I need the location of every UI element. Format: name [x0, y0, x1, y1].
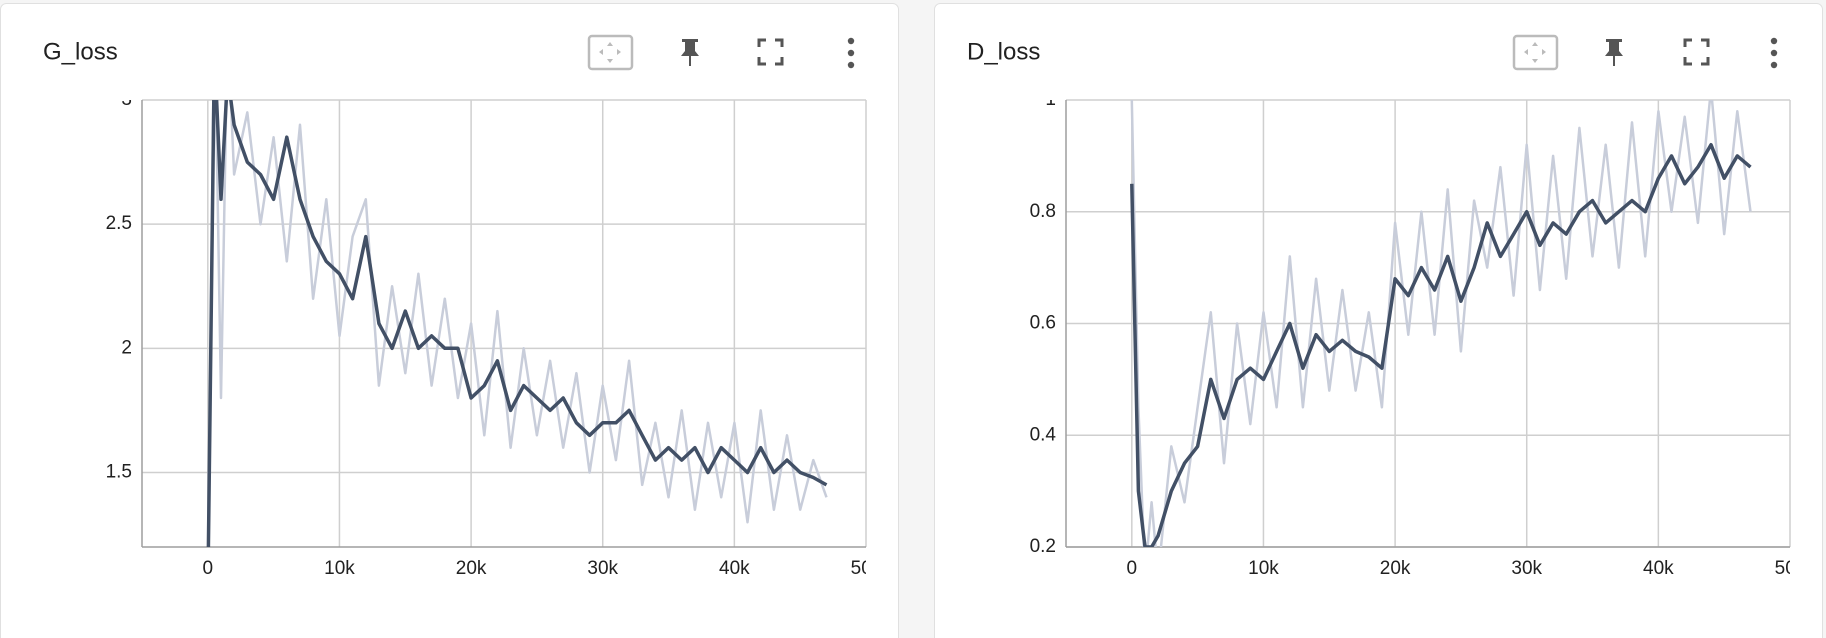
fit-domain-button[interactable]: [1512, 34, 1559, 71]
more-button[interactable]: [847, 37, 855, 69]
plot: [1130, 100, 1752, 547]
x-tick-label: 30k: [587, 558, 618, 579]
chart: 0.2 0.4 0.6 0.8 1 0 10k 20k 30k 40k 50k: [1030, 89, 1806, 579]
x-tick-label: 40k: [719, 558, 750, 579]
card: [934, 3, 1823, 638]
x-tick-label: 20k: [456, 558, 487, 579]
fullscreen-button[interactable]: [757, 38, 784, 66]
y-tick-label: 0.2: [1030, 536, 1056, 557]
x-tick-label: 0: [203, 558, 214, 579]
y-tick-label: 0.4: [1030, 424, 1057, 445]
plot: [206, 100, 828, 547]
x-tick-label: 0: [1127, 558, 1138, 579]
pin-button[interactable]: [681, 39, 699, 66]
more-button[interactable]: [1770, 37, 1778, 69]
y-tick-label: 1: [1045, 89, 1056, 110]
x-tick-label: 30k: [1511, 558, 1542, 579]
series-line: [1130, 100, 1752, 547]
pin-button[interactable]: [1605, 39, 1623, 66]
y-tick-label: 0.6: [1030, 313, 1056, 334]
y-tick-label: 2: [121, 337, 132, 358]
fullscreen-button[interactable]: [1683, 38, 1710, 66]
series-line: [206, 100, 828, 547]
x-tick-label: 10k: [324, 558, 355, 579]
y-tick-label: 3: [121, 89, 132, 110]
y-tick-label: 1.5: [106, 462, 132, 483]
series-line: [1130, 142, 1752, 547]
x-tick-label: 50k: [851, 558, 882, 579]
tick-labels: 1.5 2 2.5 3 0 10k 20k 30k 40k 50k: [106, 89, 882, 579]
card: [0, 3, 899, 638]
card-title: D_loss: [967, 38, 1040, 65]
y-tick-label: 0.8: [1030, 201, 1056, 222]
x-tick-label: 40k: [1643, 558, 1674, 579]
tick-labels: 0.2 0.4 0.6 0.8 1 0 10k 20k 30k 40k 50k: [1030, 89, 1806, 579]
chart: 1.5 2 2.5 3 0 10k 20k 30k 40k 50k: [106, 89, 882, 579]
toolbar: [587, 34, 1778, 71]
y-tick-label: 2.5: [106, 213, 132, 234]
card-title: G_loss: [43, 38, 118, 65]
fit-domain-button[interactable]: [587, 34, 634, 71]
x-tick-label: 10k: [1248, 558, 1279, 579]
x-tick-label: 50k: [1775, 558, 1806, 579]
x-tick-label: 20k: [1380, 558, 1411, 579]
